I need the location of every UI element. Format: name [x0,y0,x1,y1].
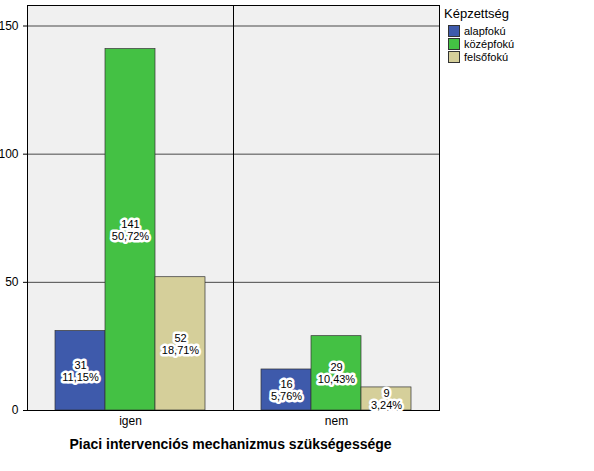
svg-text:93,24%: 93,24% [371,387,402,411]
svg-text:3111,15%: 3111,15% [62,359,99,383]
html-text:alapfokú: alapfokú [464,25,506,37]
svg-text:165,76%: 165,76% [271,378,302,402]
svg-text:50: 50 [5,275,19,289]
html-text:felsőfokú: felsőfokú [464,51,508,63]
html-text:középfokú: középfokú [464,38,515,50]
svg-text:2910,43%: 2910,43% [318,361,356,385]
svg-text:14150,72%: 14150,72% [112,218,150,242]
html-text:Képzettség: Képzettség [444,6,509,21]
svg-text:150: 150 [0,19,19,33]
svg-text:0: 0 [12,403,19,417]
svg-text:5218,71%: 5218,71% [162,332,200,356]
svg-text:100: 100 [0,147,19,161]
html-text:Piaci intervenciós mechanizmus: Piaci intervenciós mechanizmus szükséges… [69,436,392,452]
svg-text:nem: nem [325,414,348,428]
svg-text:igen: igen [119,414,142,428]
